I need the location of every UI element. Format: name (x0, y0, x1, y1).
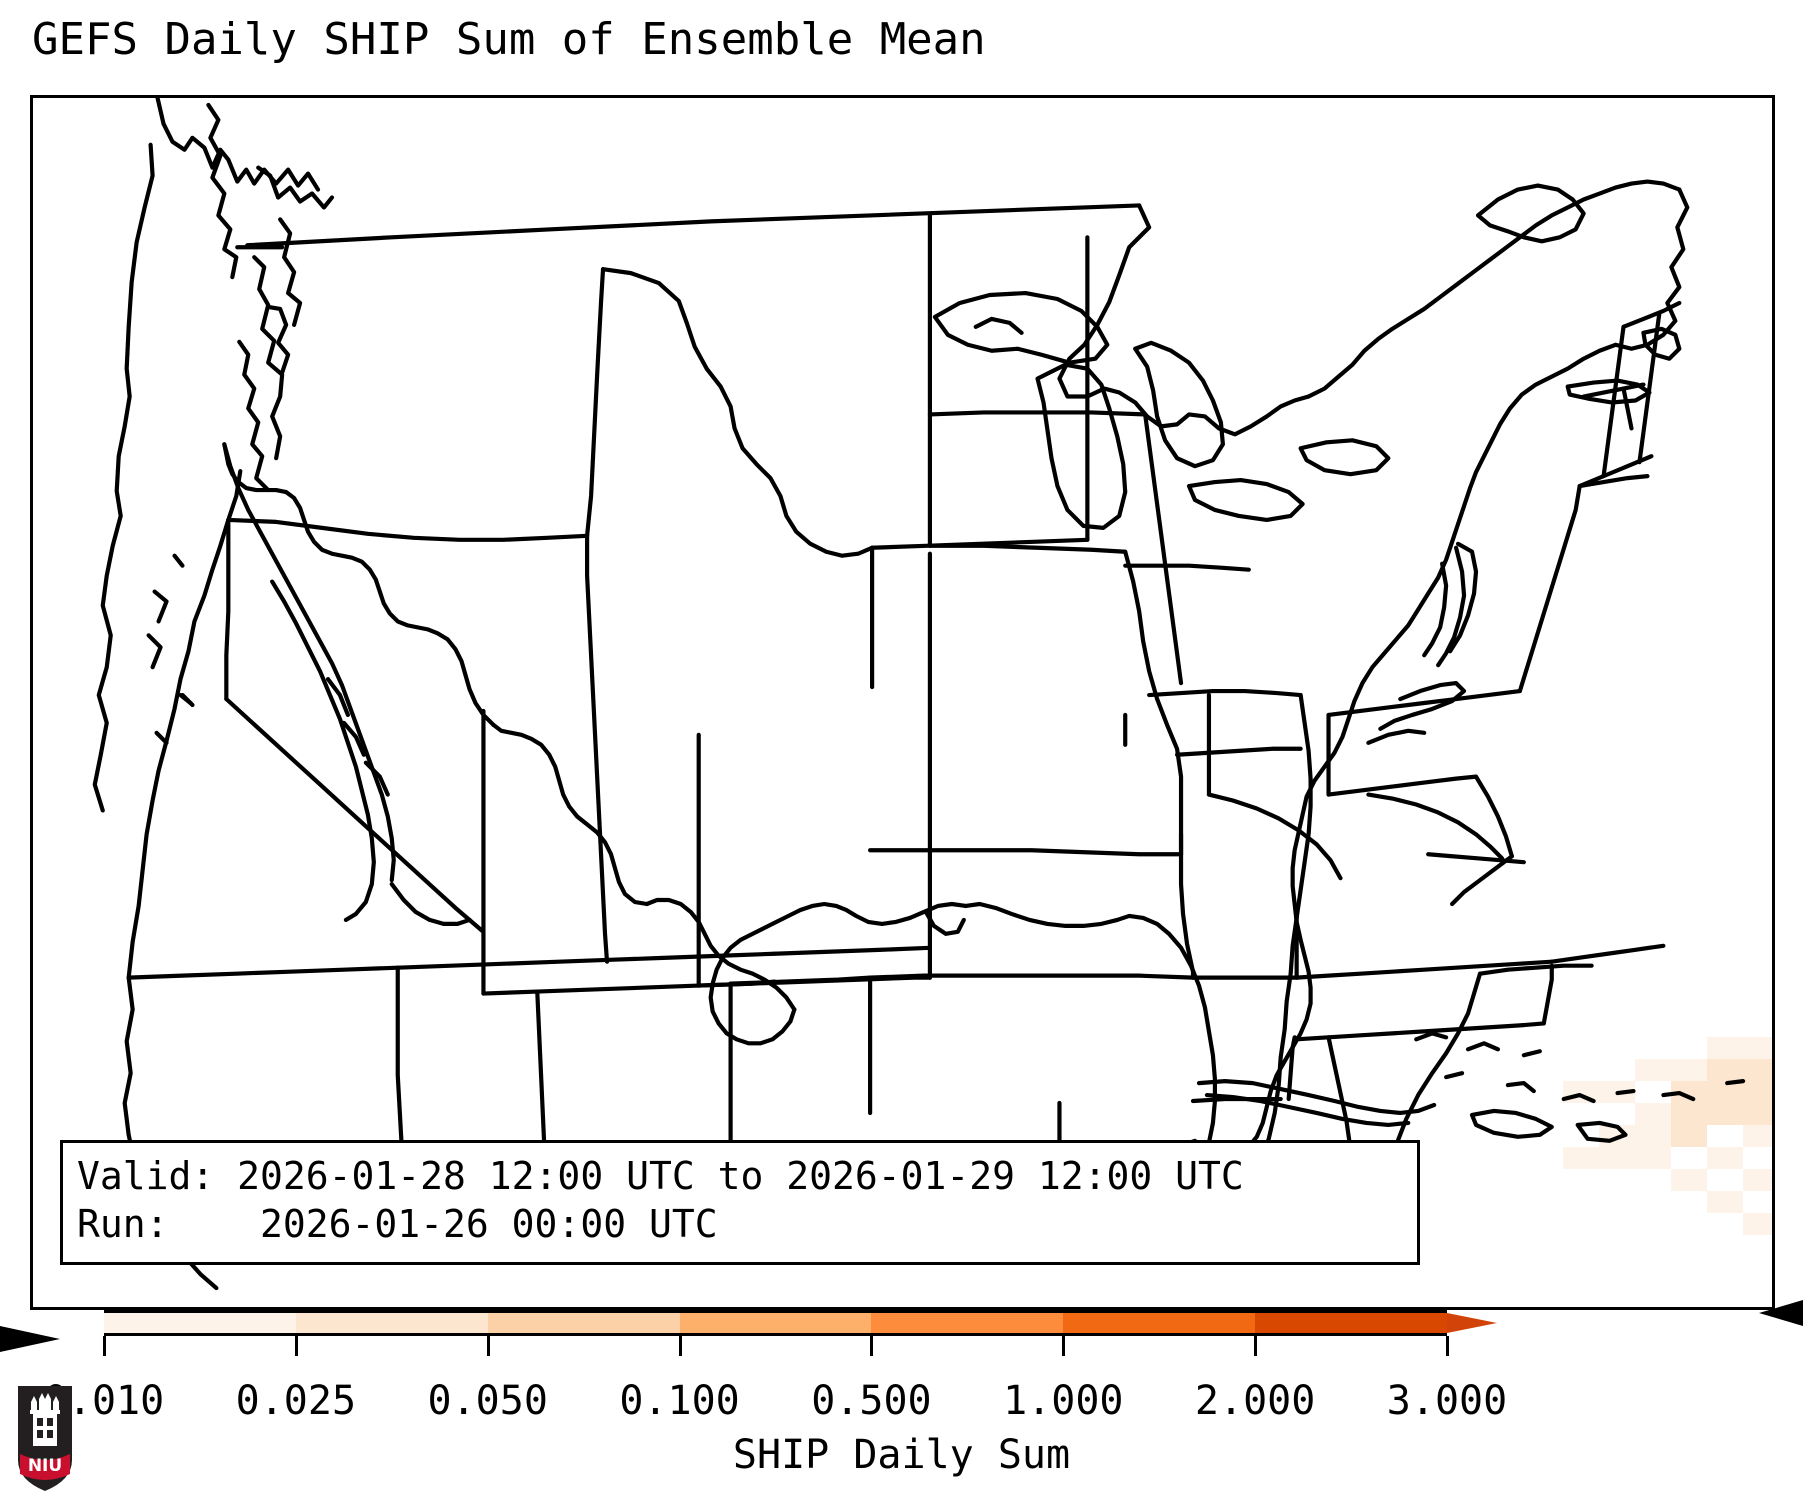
colorbar-tick-label-6: 2.000 (1194, 1378, 1316, 1424)
shading-cell (1707, 1191, 1743, 1213)
colorbar-extend-high-fill (1447, 1313, 1497, 1333)
colorbar-extend-high-arrow (0, 1326, 1803, 1352)
valid-time-text: Valid: 2026-01-28 12:00 UTC to 2026-01-2… (77, 1154, 1244, 1198)
colorbar-tick-0 (103, 1336, 106, 1356)
colorbar-tick-6 (1254, 1336, 1258, 1356)
colorbar-tick-1 (294, 1336, 298, 1356)
valid-run-info-box: Valid: 2026-01-28 12:00 UTC to 2026-01-2… (60, 1140, 1420, 1265)
shading-cell (1707, 1081, 1743, 1103)
shading-cell (1743, 1125, 1772, 1147)
colorbar-tick-label-3: 0.100 (619, 1378, 740, 1424)
niu-logo: NIU (18, 1386, 72, 1491)
shading-cell (1743, 1081, 1772, 1103)
shading-cell (1743, 1103, 1772, 1125)
colorbar-segment-1 (295, 1313, 488, 1333)
page-title: GEFS Daily SHIP Sum of Ensemble Mean (32, 14, 986, 65)
shading-cell (1707, 1147, 1743, 1169)
shading-cell (1707, 1037, 1743, 1059)
colorbar (104, 1310, 1448, 1336)
colorbar-container (0, 1300, 1803, 1352)
shading-cell (1599, 1147, 1635, 1169)
map-panel (30, 95, 1775, 1310)
niu-logo-text: NIU (28, 1456, 62, 1476)
colorbar-tick-3 (678, 1336, 682, 1356)
shading-layer (33, 98, 1772, 1307)
shading-cell (1743, 1037, 1772, 1059)
shading-cell (1671, 1169, 1707, 1191)
colorbar-segment-3 (679, 1313, 872, 1333)
shading-cell (1743, 1169, 1772, 1191)
colorbar-label: SHIP Daily Sum (732, 1432, 1071, 1478)
shading-cell (1671, 1103, 1707, 1125)
colorbar-segment-2 (487, 1313, 680, 1333)
shading-cell (1743, 1213, 1772, 1235)
colorbar-extend-low-fill (70, 1313, 106, 1333)
shading-cell (1671, 1125, 1707, 1147)
shading-cell (1635, 1125, 1671, 1147)
colorbar-tick-4 (870, 1336, 874, 1356)
colorbar-tick-2 (486, 1336, 490, 1356)
shading-cell (1671, 1059, 1707, 1081)
colorbar-tick-label-7: 3.000 (1386, 1378, 1508, 1424)
shading-cell (1671, 1081, 1707, 1103)
colorbar-extend-low-arrow (0, 1300, 1803, 1326)
shading-cell (1707, 1059, 1743, 1081)
shading-cell (1635, 1059, 1671, 1081)
colorbar-tick-7 (1446, 1336, 1449, 1356)
shading-cell (1635, 1147, 1671, 1169)
shading-cell (1563, 1147, 1599, 1169)
colorbar-segment-5 (1063, 1313, 1256, 1333)
colorbar-tick-5 (1062, 1336, 1066, 1356)
colorbar-segment-6 (1255, 1313, 1448, 1333)
colorbar-tick-label-5: 1.000 (1003, 1378, 1124, 1424)
colorbar-tick-label-1: 0.025 (235, 1378, 357, 1424)
map-outline-svg (92, 98, 1746, 1291)
colorbar-segment-0 (104, 1313, 296, 1333)
colorbar-tick-label-4: 0.500 (811, 1378, 932, 1424)
run-time-text: Run: 2026-01-26 00:00 UTC (77, 1202, 718, 1246)
shading-cell (1743, 1059, 1772, 1081)
shading-cell (1707, 1103, 1743, 1125)
colorbar-segment-4 (871, 1313, 1064, 1333)
colorbar-tick-label-2: 0.050 (427, 1378, 548, 1424)
shading-cell (1635, 1103, 1671, 1125)
